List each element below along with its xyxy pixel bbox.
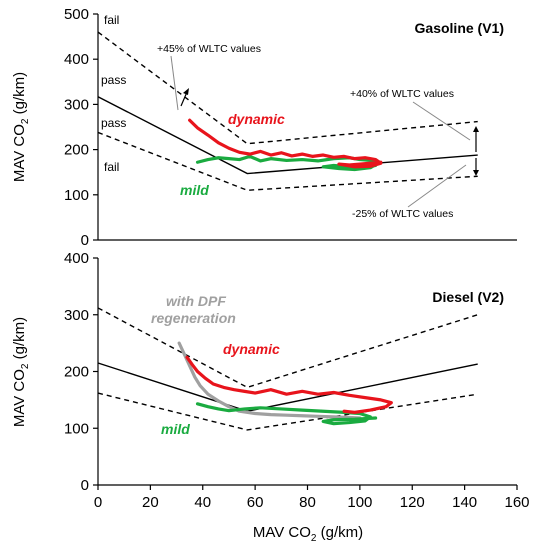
fail-top-label: fail <box>104 13 119 27</box>
dpf-label-line1: with DPF <box>166 293 226 309</box>
bottom-y-axis-label: MAV CO2 (g/km) <box>11 317 31 427</box>
top-panel-title: Gasoline (V1) <box>415 20 504 36</box>
bottom-y-ticks: 0 100 200 300 400 <box>64 250 98 494</box>
x-tick-label: 160 <box>504 494 529 511</box>
plus45-arrow <box>180 91 188 107</box>
bottom-y-tick-label: 100 <box>64 420 89 437</box>
plus40-annotation: +40% of WLTC values <box>350 88 454 100</box>
pass-bottom-label: pass <box>101 116 126 130</box>
bottom-panel-title: Diesel (V2) <box>432 289 504 305</box>
x-tick-label: 60 <box>247 494 264 511</box>
top-y-axis-label: MAV CO2 (g/km) <box>11 72 31 182</box>
x-tick-label: 0 <box>94 494 102 511</box>
pass-top-label: pass <box>101 73 126 87</box>
bottom-series-dynamic <box>185 355 393 414</box>
plus40-leader <box>412 101 471 141</box>
diesel-panel: 0 100 200 300 400 0 20 40 60 80 100 120 140 160 Dies… <box>64 250 530 511</box>
bottom-reference-line <box>97 307 478 389</box>
plus45-leader <box>170 55 179 111</box>
gasoline-panel: 0 100 200 300 400 500 Gasoline (V1) fail pass… <box>64 6 517 249</box>
minus25-arrowhead <box>473 170 479 176</box>
bottom-x-ticks: 0 20 40 60 80 100 120 140 160 <box>94 485 530 511</box>
plus40-arrowhead <box>473 126 479 132</box>
x-tick-label: 40 <box>194 494 211 511</box>
x-tick-label: 20 <box>142 494 159 511</box>
top-y-tick-label: 100 <box>64 187 89 204</box>
top-reference-line <box>97 96 478 175</box>
dpf-label-line2: regeneration <box>151 310 236 326</box>
bottom-series-with-dpf-regeneration <box>177 341 362 420</box>
minus25-leader <box>407 164 467 208</box>
top-y-ticks: 0 100 200 300 400 500 <box>64 6 98 249</box>
dynamic-bottom-label: dynamic <box>223 341 280 357</box>
mild-top-label: mild <box>180 182 209 198</box>
top-y-tick-label: 0 <box>81 232 89 249</box>
plus45-arrowhead <box>183 88 189 95</box>
bottom-reference-line <box>97 392 478 431</box>
top-y-tick-label: 400 <box>64 51 89 68</box>
plus45-annotation: +45% of WLTC values <box>157 43 261 55</box>
x-tick-label: 140 <box>452 494 477 511</box>
x-tick-label: 100 <box>347 494 372 511</box>
top-y-tick-label: 200 <box>64 142 89 159</box>
top-y-tick-label: 300 <box>64 96 89 113</box>
top-y-tick-label: 500 <box>64 6 89 23</box>
fail-bottom-label: fail <box>104 160 119 174</box>
bottom-y-tick-label: 400 <box>64 250 89 267</box>
dynamic-top-label: dynamic <box>228 111 285 127</box>
bottom-y-tick-label: 300 <box>64 307 89 324</box>
bottom-reference-lines <box>97 307 478 431</box>
bottom-reference-line <box>97 362 478 412</box>
x-axis-label: MAV CO2 (g/km) <box>253 524 363 544</box>
top-series-dynamic <box>188 118 383 169</box>
mild-bottom-label: mild <box>161 421 190 437</box>
bottom-series <box>177 341 393 426</box>
bottom-y-tick-label: 200 <box>64 364 89 381</box>
x-tick-label: 80 <box>299 494 316 511</box>
top-series <box>188 118 383 172</box>
bottom-y-tick-label: 0 <box>81 477 89 494</box>
top-reference-lines <box>97 31 478 191</box>
x-tick-label: 120 <box>400 494 425 511</box>
minus25-annotation: -25% of WLTC values <box>352 208 453 220</box>
